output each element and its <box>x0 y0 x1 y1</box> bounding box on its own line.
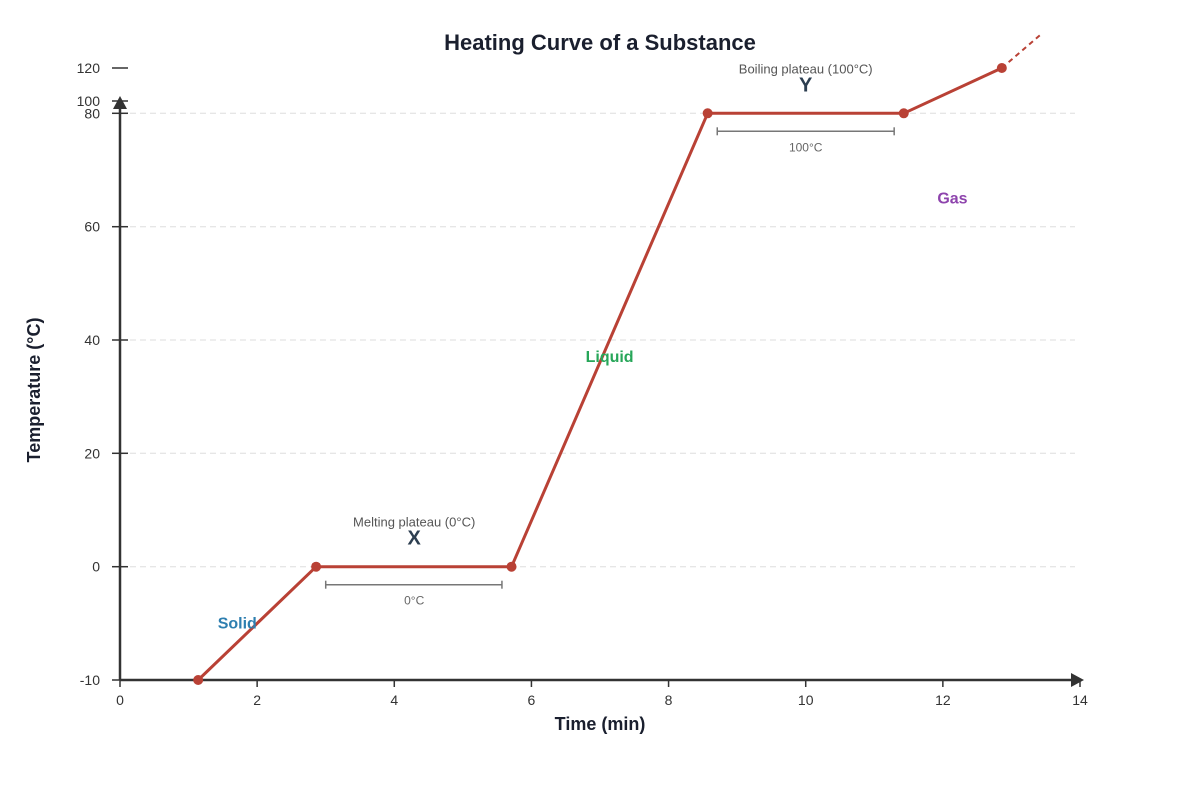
grid-lines <box>120 112 1075 568</box>
y-tick-label-7: 120 <box>77 60 101 76</box>
annotations: Melting plateau (0°C)X 0°C Boiling plateau… <box>324 61 895 608</box>
melting-plateau-label: Melting plateau (0°C) <box>353 515 475 530</box>
melting-plateau-letter: X <box>407 528 421 550</box>
heating-curve-line <box>197 66 1003 682</box>
boiling-plateau-bracket-label: 100°C <box>789 140 823 154</box>
phase-label-solid: Solid <box>218 615 257 632</box>
y-tick-label-1: 0 <box>92 559 100 575</box>
x-axis-label: Time (min) <box>555 714 646 734</box>
data-point-5 <box>996 63 1007 73</box>
x-tick-label-0: 0 <box>116 692 124 708</box>
x-tick-label-7: 14 <box>1072 692 1088 708</box>
y-axis-arrow <box>113 96 127 109</box>
x-tick-label-2: 4 <box>390 692 398 708</box>
phase-labels: Solid Liquid Gas <box>218 190 968 632</box>
x-tick-label-4: 8 <box>665 692 673 708</box>
data-point-2 <box>506 561 517 572</box>
data-point-4 <box>898 108 909 119</box>
heating-curve-extension <box>1001 33 1042 69</box>
melting-plateau-bracket-label: 0°C <box>404 594 424 608</box>
y-tick-label-6: 100 <box>77 93 101 109</box>
heating-curve-series <box>193 33 1042 685</box>
boiling-plateau-label: Boiling plateau (100°C) <box>739 61 873 76</box>
axes <box>112 67 1084 687</box>
x-tick-label-5: 10 <box>798 692 814 708</box>
x-tick-label-3: 6 <box>528 692 536 708</box>
x-tick-label-6: 12 <box>935 692 951 708</box>
x-tick-label-1: 2 <box>253 692 261 708</box>
data-point-1 <box>311 561 322 572</box>
data-point-3 <box>702 108 713 119</box>
y-tick-label-2: 20 <box>84 445 100 461</box>
boiling-plateau-letter: Y <box>799 74 813 96</box>
data-point-0 <box>193 675 204 685</box>
chart-title: Heating Curve of a Substance <box>444 30 756 55</box>
y-tick-label-0: -10 <box>80 672 100 688</box>
phase-label-gas: Gas <box>937 190 967 207</box>
x-axis-arrow <box>1071 673 1084 687</box>
y-tick-label-3: 40 <box>84 332 100 348</box>
y-tick-label-5: 80 <box>84 105 100 121</box>
y-tick-label-4: 60 <box>84 219 100 235</box>
y-axis-label: Temperature (°C) <box>24 318 44 463</box>
phase-label-liquid: Liquid <box>586 349 634 366</box>
